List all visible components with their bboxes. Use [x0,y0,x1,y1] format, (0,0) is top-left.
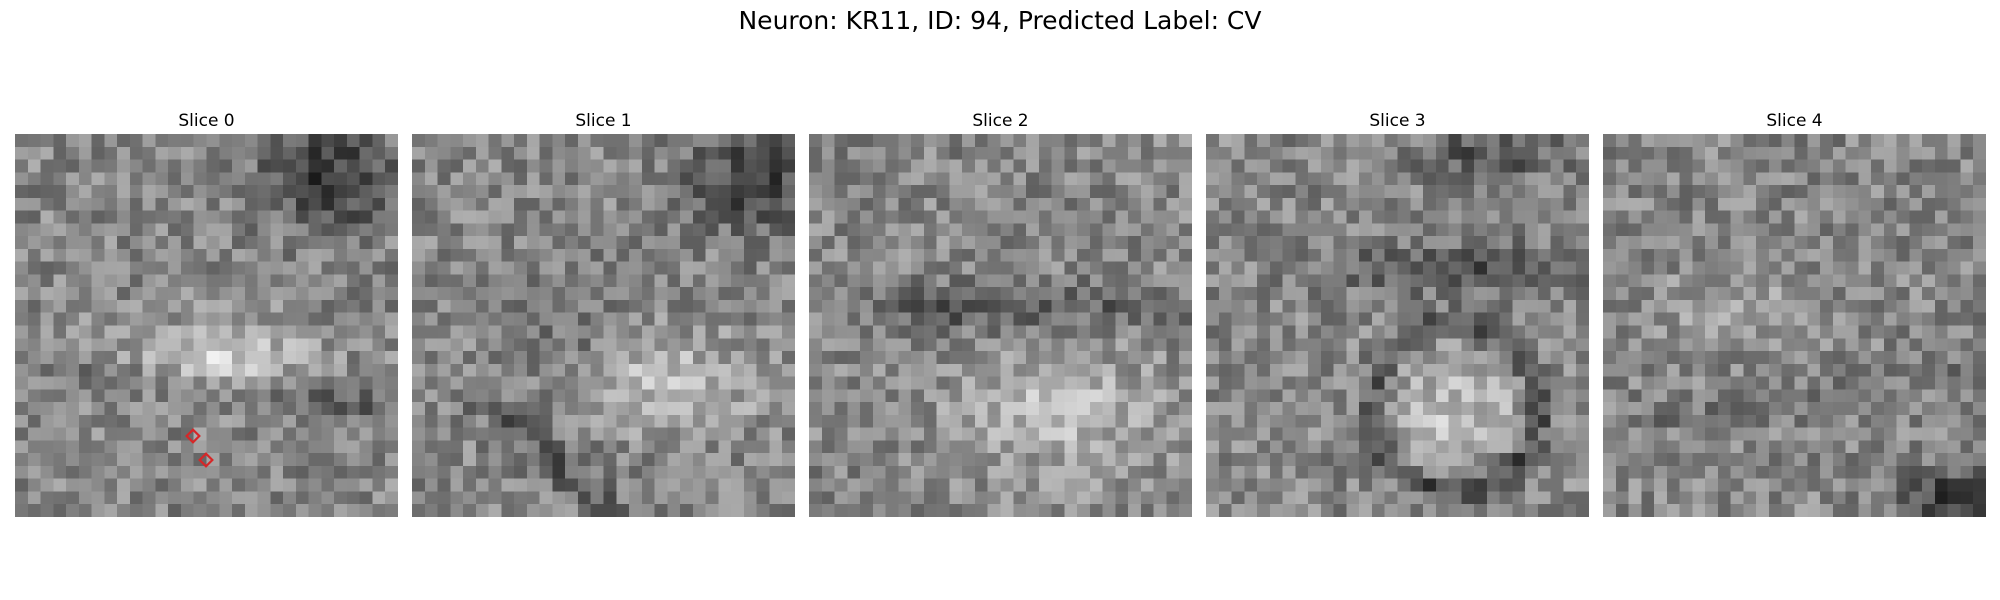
slice-title-3: Slice 3 [1369,111,1426,131]
figure-title: Neuron: KR11, ID: 94, Predicted Label: C… [738,6,1262,35]
slice-image-4 [1603,134,1986,517]
slice-title-1: Slice 1 [575,111,632,131]
slice-panel-4: Slice 4 [1603,109,1986,517]
marker-diamond-2 [198,452,214,468]
slice-title-2: Slice 2 [972,111,1029,131]
marker-diamond-1 [185,428,201,444]
slice-title-0: Slice 0 [178,111,235,131]
slice-panel-0: Slice 0 [15,109,398,517]
marker-overlay-0 [185,428,214,468]
slice-image-2 [809,134,1192,517]
slice-title-4: Slice 4 [1766,111,1823,131]
slice-image-1 [412,134,795,517]
slice-image-3 [1206,134,1589,517]
slice-panel-3: Slice 3 [1206,109,1589,517]
slice-panel-2: Slice 2 [809,109,1192,517]
slice-panel-1: Slice 1 [412,109,795,517]
